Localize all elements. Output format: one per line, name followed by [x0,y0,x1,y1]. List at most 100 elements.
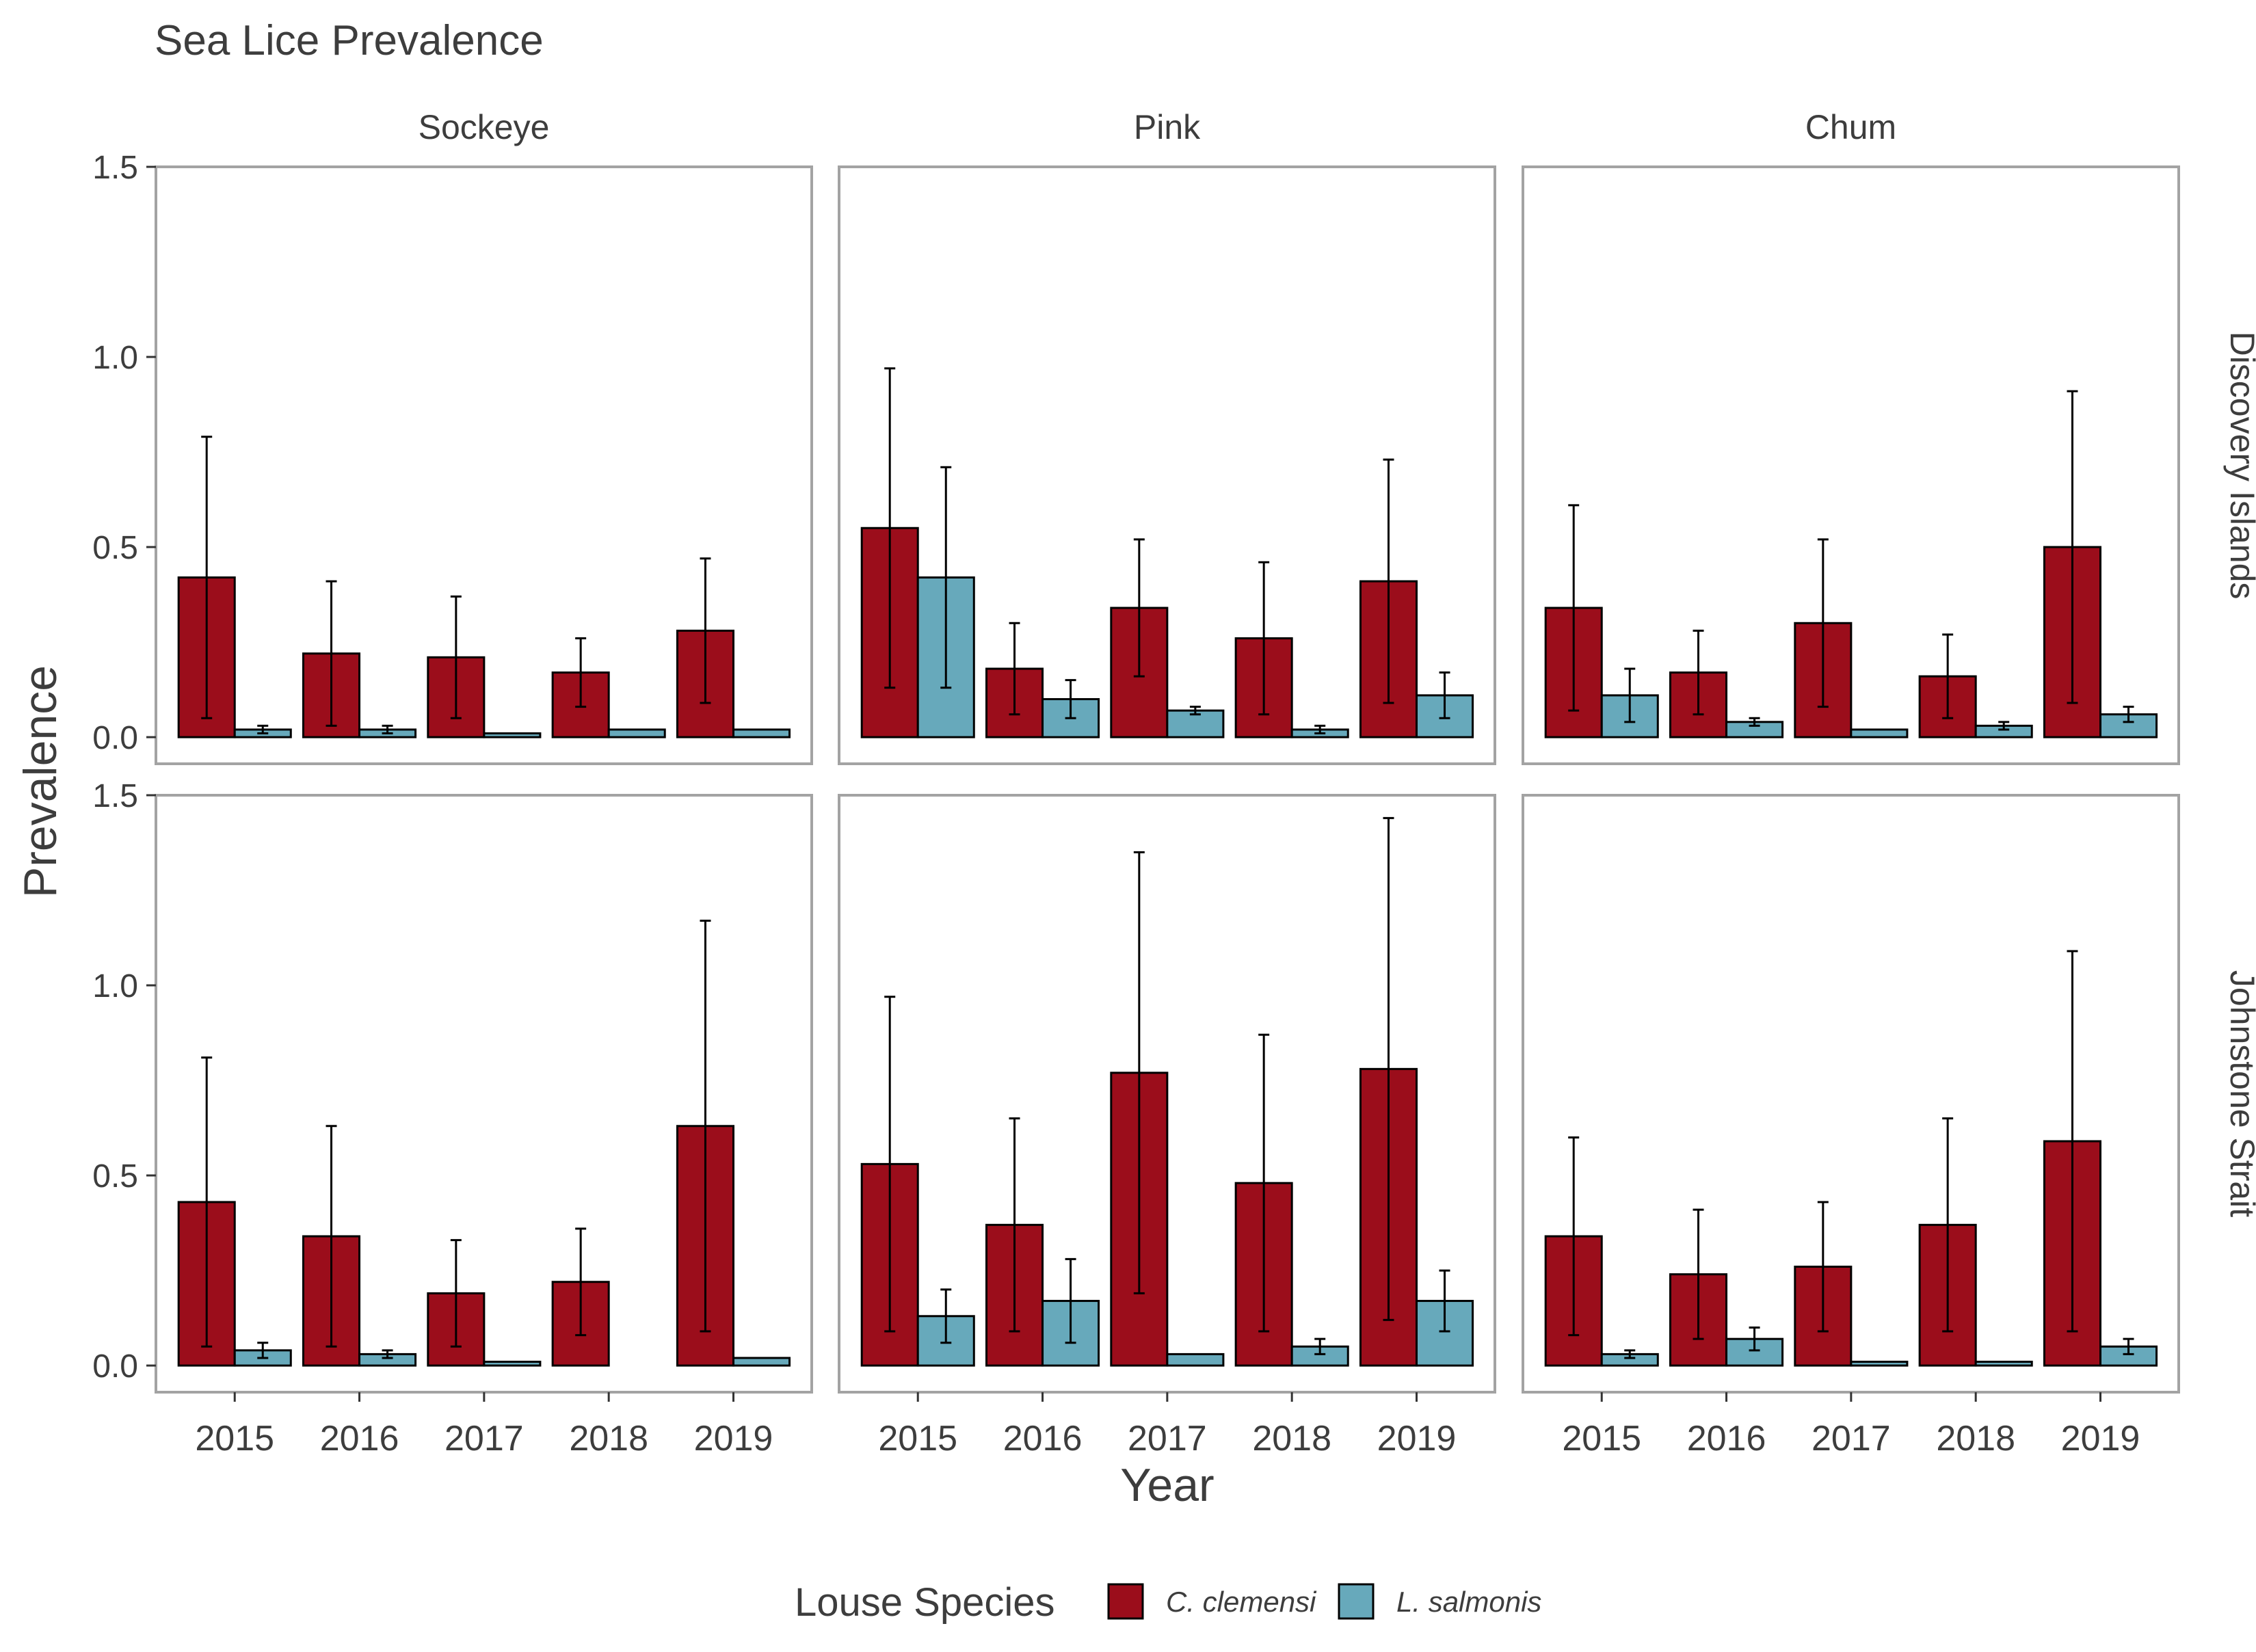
facet-label-chum: Chum [1805,108,1896,146]
error-bar-c-clemensi-2018 [575,1227,587,1337]
error-bar-c-clemensi-2015 [1568,504,1580,712]
facet-panels: Sockeye 0.0 0.5 1.0 1.5 Pink Chum Discovery Isl… [92,108,2256,1458]
error-bar-c-clemensi-2019 [700,919,711,1333]
error-bar-l-salmonis-2018 [1314,1337,1326,1355]
error-bar-l-salmonis-2019 [1439,1269,1450,1333]
error-bar-c-clemensi-2016 [1693,1208,1704,1340]
bar-l-salmonis-2017 [483,732,542,738]
x-tick-label-2019: 2019 [2061,1419,2140,1458]
error-bar-l-salmonis-2018 [1998,721,2010,731]
chart-title: Sea Lice Prevalence [155,17,544,64]
facet-label-discovery-islands: Discovery Islands [2223,332,2256,600]
error-bar-c-clemensi-2016 [326,1125,337,1348]
error-bar-c-clemensi-2019 [1383,458,1394,704]
panel-pink-discovery-islands: Pink [838,108,1496,765]
error-bar-c-clemensi-2016 [1009,622,1020,716]
y-tick-label: 1.0 [92,968,138,1004]
bar-l-salmonis-2017 [1850,1361,1909,1367]
error-bar-c-clemensi-2018 [1942,633,1954,719]
error-bar-c-clemensi-2017 [450,1239,462,1348]
y-axis-label: Prevalence [14,665,66,898]
legend-label-l-salmonis: L. salmonis [1396,1586,1541,1618]
error-bar-l-salmonis-2015 [1624,1349,1636,1359]
x-tick-label-2016: 2016 [1003,1419,1083,1458]
x-tick-label-2017: 2017 [444,1419,524,1458]
error-bar-c-clemensi-2015 [201,1056,213,1348]
x-tick-label-2015: 2015 [1562,1419,1641,1458]
error-bar-l-salmonis-2016 [1749,717,1760,727]
x-tick-label-2017: 2017 [1128,1419,1207,1458]
error-bar-c-clemensi-2019 [2067,390,2078,704]
error-bar-l-salmonis-2016 [382,1349,393,1359]
bar-l-salmonis-2017 [1850,728,1909,738]
x-axis-label: Year [1120,1459,1214,1511]
error-bar-c-clemensi-2017 [1817,1201,1829,1333]
error-bar-l-salmonis-2016 [382,724,393,735]
facet-label-sockeye: Sockeye [419,108,550,146]
legend: Louse Species C. clemensi L. salmonis [795,1580,1541,1625]
error-bar-l-salmonis-2019 [2123,706,2134,723]
bar-l-salmonis-2019 [732,728,791,738]
x-tick-label-2018: 2018 [1936,1419,2015,1458]
y-tick-label: 0.0 [92,720,138,756]
error-bar-l-salmonis-2019 [2123,1337,2134,1355]
bar-l-salmonis-2019 [732,1357,791,1367]
error-bar-l-salmonis-2015 [940,466,952,689]
y-tick-label: 0.5 [92,1158,138,1195]
error-bar-l-salmonis-2015 [257,724,269,735]
legend-swatch-c-clemensi [1107,1583,1144,1620]
error-bar-c-clemensi-2016 [1693,629,1704,716]
bar-l-salmonis-2017 [1166,1353,1225,1367]
error-bar-c-clemensi-2015 [201,436,213,719]
bar-l-salmonis-2017 [1166,709,1225,738]
error-bar-l-salmonis-2015 [1624,667,1636,723]
error-bar-l-salmonis-2015 [940,1288,952,1344]
error-bar-c-clemensi-2019 [700,557,711,704]
error-bar-l-salmonis-2019 [1439,671,1450,719]
facet-label-johnstone-strait: Johnstone Strait [2223,970,2256,1217]
error-bar-c-clemensi-2018 [1258,561,1270,716]
y-tick-label: 1.5 [92,150,138,186]
error-bar-c-clemensi-2017 [1817,538,1829,708]
x-tick-label-2018: 2018 [569,1419,648,1458]
error-bar-c-clemensi-2016 [1009,1117,1020,1333]
error-bar-c-clemensi-2016 [326,580,337,727]
error-bar-c-clemensi-2015 [884,367,896,689]
error-bar-l-salmonis-2017 [1189,706,1201,716]
panel-pink-johnstone-strait: 2015 2016 2017 2018 2019 [838,794,1496,1458]
y-tick-label: 1.0 [92,340,138,376]
x-tick-label-2018: 2018 [1252,1419,1331,1458]
panel-chum-discovery-islands: Chum Discovery Islands [1522,108,2256,765]
error-bar-c-clemensi-2018 [575,637,587,708]
error-bar-c-clemensi-2015 [1568,1136,1580,1337]
error-bar-c-clemensi-2019 [1383,816,1394,1321]
error-bar-c-clemensi-2017 [1133,538,1145,678]
error-bar-l-salmonis-2015 [257,1342,269,1359]
panel-sockeye-discovery-islands: Sockeye 0.0 0.5 1.0 1.5 [92,108,813,765]
facet-label-pink: Pink [1134,108,1201,146]
error-bar-l-salmonis-2018 [1314,724,1326,735]
error-bar-c-clemensi-2017 [1133,851,1145,1294]
legend-title: Louse Species [795,1580,1054,1625]
y-tick-label: 1.5 [92,778,138,814]
error-bar-c-clemensi-2017 [450,595,462,719]
bar-l-salmonis-2018 [607,728,666,738]
panel-chum-johnstone-strait: Johnstone Strait 2015 2016 2017 2018 2019 [1522,794,2256,1458]
y-tick-label: 0.0 [92,1348,138,1385]
bar-l-salmonis-2017 [483,1361,542,1367]
x-tick-label-2016: 2016 [320,1419,399,1458]
error-bar-c-clemensi-2018 [1942,1117,1954,1333]
y-tick-label: 0.5 [92,530,138,566]
x-tick-label-2017: 2017 [1812,1419,1891,1458]
panel-sockeye-johnstone-strait: 0.0 0.5 1.0 1.5 2015 2016 2017 2018 2019 [92,778,813,1458]
x-tick-label-2016: 2016 [1687,1419,1766,1458]
bar-l-salmonis-2018 [1974,1361,2033,1367]
error-bar-l-salmonis-2016 [1065,679,1076,719]
x-tick-label-2015: 2015 [195,1419,274,1458]
x-tick-label-2015: 2015 [878,1419,957,1458]
legend-label-c-clemensi: C. clemensi [1166,1586,1317,1618]
error-bar-l-salmonis-2016 [1065,1257,1076,1344]
x-tick-label-2019: 2019 [1377,1419,1457,1458]
x-tick-label-2019: 2019 [694,1419,773,1458]
